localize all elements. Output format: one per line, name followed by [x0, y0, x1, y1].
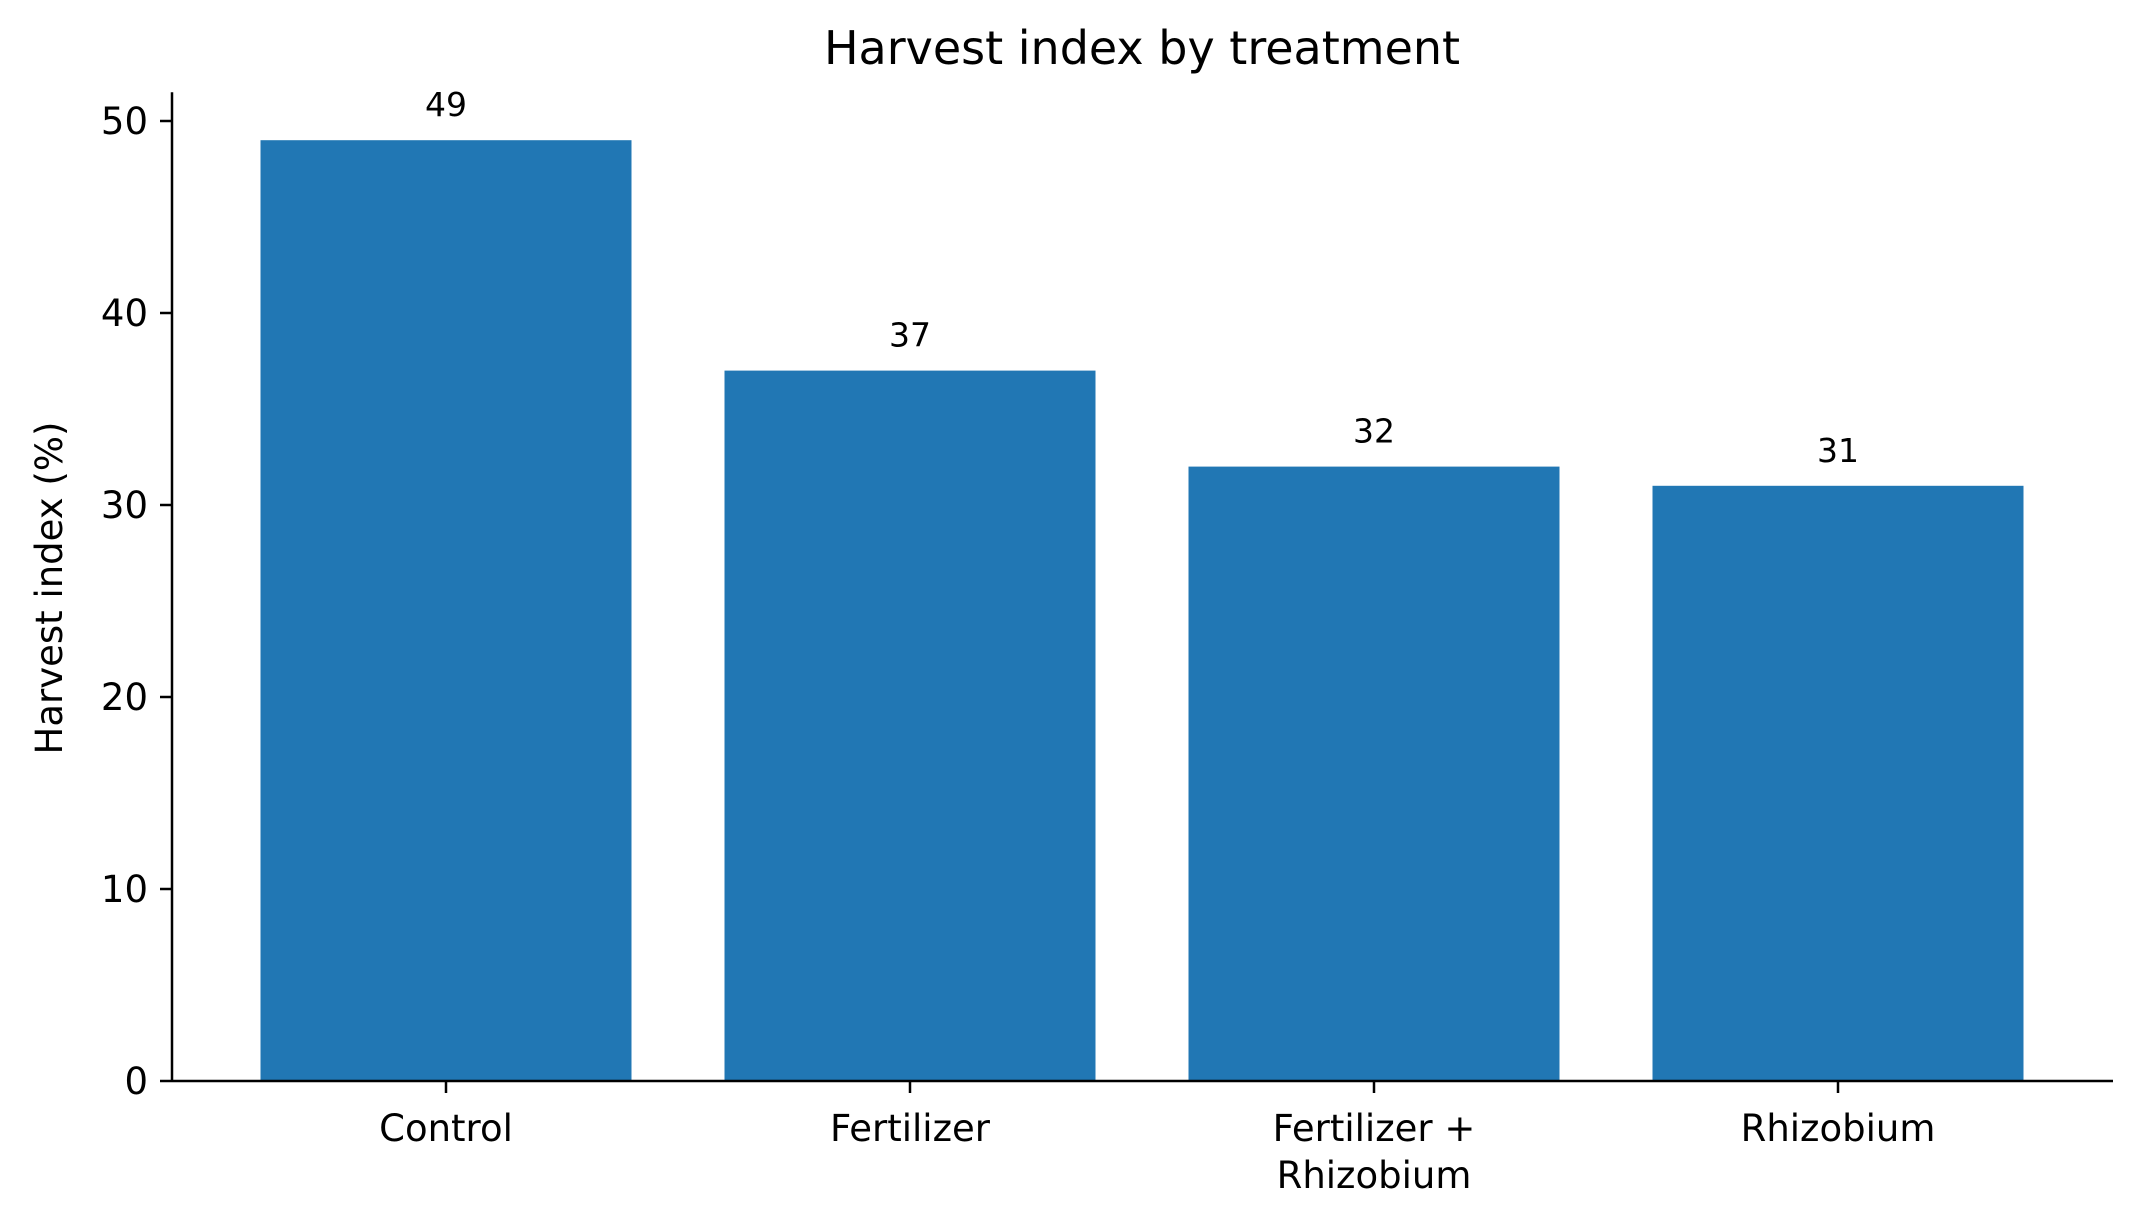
data-label: 49 [425, 85, 467, 124]
x-tick-label-line: Rhizobium [1277, 1154, 1472, 1197]
y-tick-label: 50 [101, 100, 148, 143]
y-tick-label: 20 [101, 676, 148, 719]
bars-layer [260, 140, 2024, 1082]
x-tick-label-line: Rhizobium [1741, 1107, 1936, 1150]
x-tick-label: Control [379, 1107, 513, 1150]
y-axis: 0 10 20 30 40 50 [101, 92, 174, 1103]
bar [1652, 485, 2024, 1081]
x-tick-label-line: Fertilizer + [1273, 1107, 1476, 1150]
bar [260, 140, 632, 1081]
data-labels-layer: 49 37 32 31 [425, 85, 1859, 470]
data-label: 31 [1817, 431, 1859, 470]
x-tick-label: Rhizobium [1741, 1107, 1936, 1150]
x-axis: Control Fertilizer Fertilizer + RhizobiumRh… [172, 1079, 2113, 1197]
y-tick-label: 10 [101, 868, 148, 911]
data-label: 32 [1353, 412, 1395, 451]
bar [1188, 466, 1560, 1082]
y-tick-label: 30 [101, 484, 148, 527]
y-tick-label: 40 [101, 292, 148, 335]
y-tick-label: 0 [124, 1060, 148, 1103]
x-tick-label: Fertilizer + Rhizobium [1273, 1107, 1476, 1197]
x-tick-label-line: Fertilizer [830, 1107, 991, 1150]
data-label: 37 [889, 316, 931, 355]
chart-title: Harvest index by treatment [824, 21, 1460, 75]
y-axis-label: Harvest index (%) [28, 422, 71, 755]
bar [724, 370, 1096, 1082]
x-tick-label-line: Control [379, 1107, 513, 1150]
x-tick-label: Fertilizer [830, 1107, 991, 1150]
